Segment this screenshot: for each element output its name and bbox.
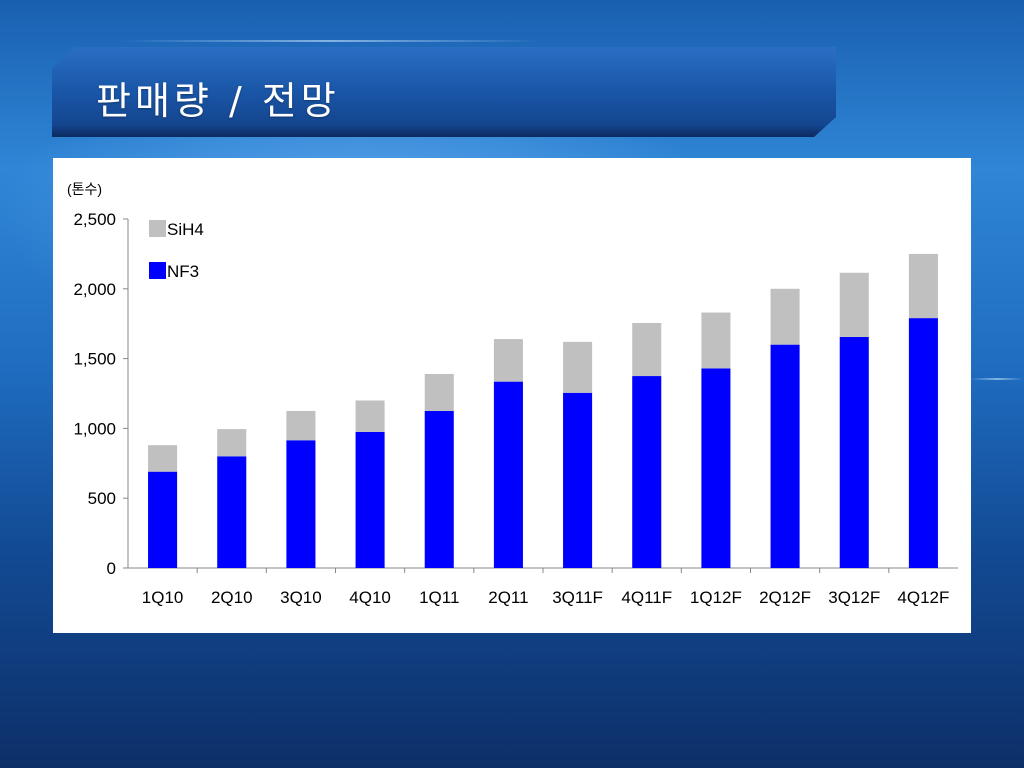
bar-sih4-2q11: [493, 339, 523, 382]
legend-label-sih4: SiH4: [167, 220, 204, 239]
y-tick-label: 1,000: [73, 419, 116, 438]
bar-nf3-2q11: [493, 381, 523, 568]
bar-nf3-3q10: [286, 440, 316, 568]
bar-sih4-2q10: [217, 429, 247, 457]
x-tick-label: 1Q12F: [690, 588, 742, 607]
y-tick-label: 0: [107, 559, 116, 578]
x-tick-label: 3Q10: [280, 588, 322, 607]
x-tick-label: 4Q11F: [621, 588, 672, 607]
bar-nf3-1q12f: [701, 368, 731, 568]
bar-sih4-2q12f: [770, 288, 800, 345]
bar-nf3-4q11f: [632, 376, 662, 568]
legend-swatch-nf3: [149, 262, 166, 279]
y-tick-label: 2,500: [73, 210, 116, 229]
bar-sih4-3q10: [286, 410, 316, 441]
decorative-glow-line: [120, 40, 540, 42]
bar-nf3-2q12f: [770, 344, 800, 568]
bar-nf3-4q12f: [908, 318, 938, 568]
bar-nf3-1q10: [148, 471, 178, 568]
x-tick-label: 4Q12F: [897, 588, 949, 607]
unit-label: (톤수): [67, 181, 102, 197]
y-tick-label: 2,000: [73, 280, 116, 299]
bar-sih4-1q11: [424, 373, 454, 411]
title-banner: [52, 47, 836, 137]
page-title: 판매량 / 전망: [96, 79, 340, 123]
bar-sih4-4q11f: [632, 323, 662, 377]
bar-sih4-1q12f: [701, 312, 731, 369]
legend-swatch-sih4: [149, 220, 166, 237]
bar-nf3-4q10: [355, 431, 385, 568]
bar-sih4-1q10: [148, 445, 178, 472]
bar-nf3-3q12f: [839, 336, 869, 568]
stacked-bar-chart: (톤수) 0 500 1,000 1,500 2,000 2,500 1Q10 2Q10 3Q10…: [67, 181, 958, 607]
x-tick-label: 3Q11F: [552, 588, 603, 607]
y-tick-label: 1,500: [73, 350, 116, 369]
x-tick-label: 2Q11: [488, 588, 528, 607]
bar-nf3-3q11f: [563, 392, 593, 568]
bar-sih4-4q12f: [908, 253, 938, 319]
bar-sih4-4q10: [355, 400, 385, 432]
chart-panel: (톤수) 0 500 1,000 1,500 2,000 2,500 1Q10 2Q10 3Q10…: [53, 158, 971, 633]
x-tick-label: 1Q10: [142, 588, 184, 607]
x-tick-label: 2Q10: [211, 588, 253, 607]
x-tick-label: 1Q11: [419, 588, 459, 607]
bar-sih4-3q11f: [563, 341, 593, 393]
bar-sih4-3q12f: [839, 272, 869, 337]
x-tick-label: 2Q12F: [759, 588, 811, 607]
decorative-glow-line: [970, 378, 1024, 380]
bar-nf3-1q11: [424, 410, 454, 568]
x-tick-label: 3Q12F: [828, 588, 880, 607]
bar-nf3-2q10: [217, 456, 247, 568]
y-tick-label: 500: [88, 489, 116, 508]
legend-label-nf3: NF3: [167, 262, 199, 281]
x-tick-label: 4Q10: [349, 588, 391, 607]
